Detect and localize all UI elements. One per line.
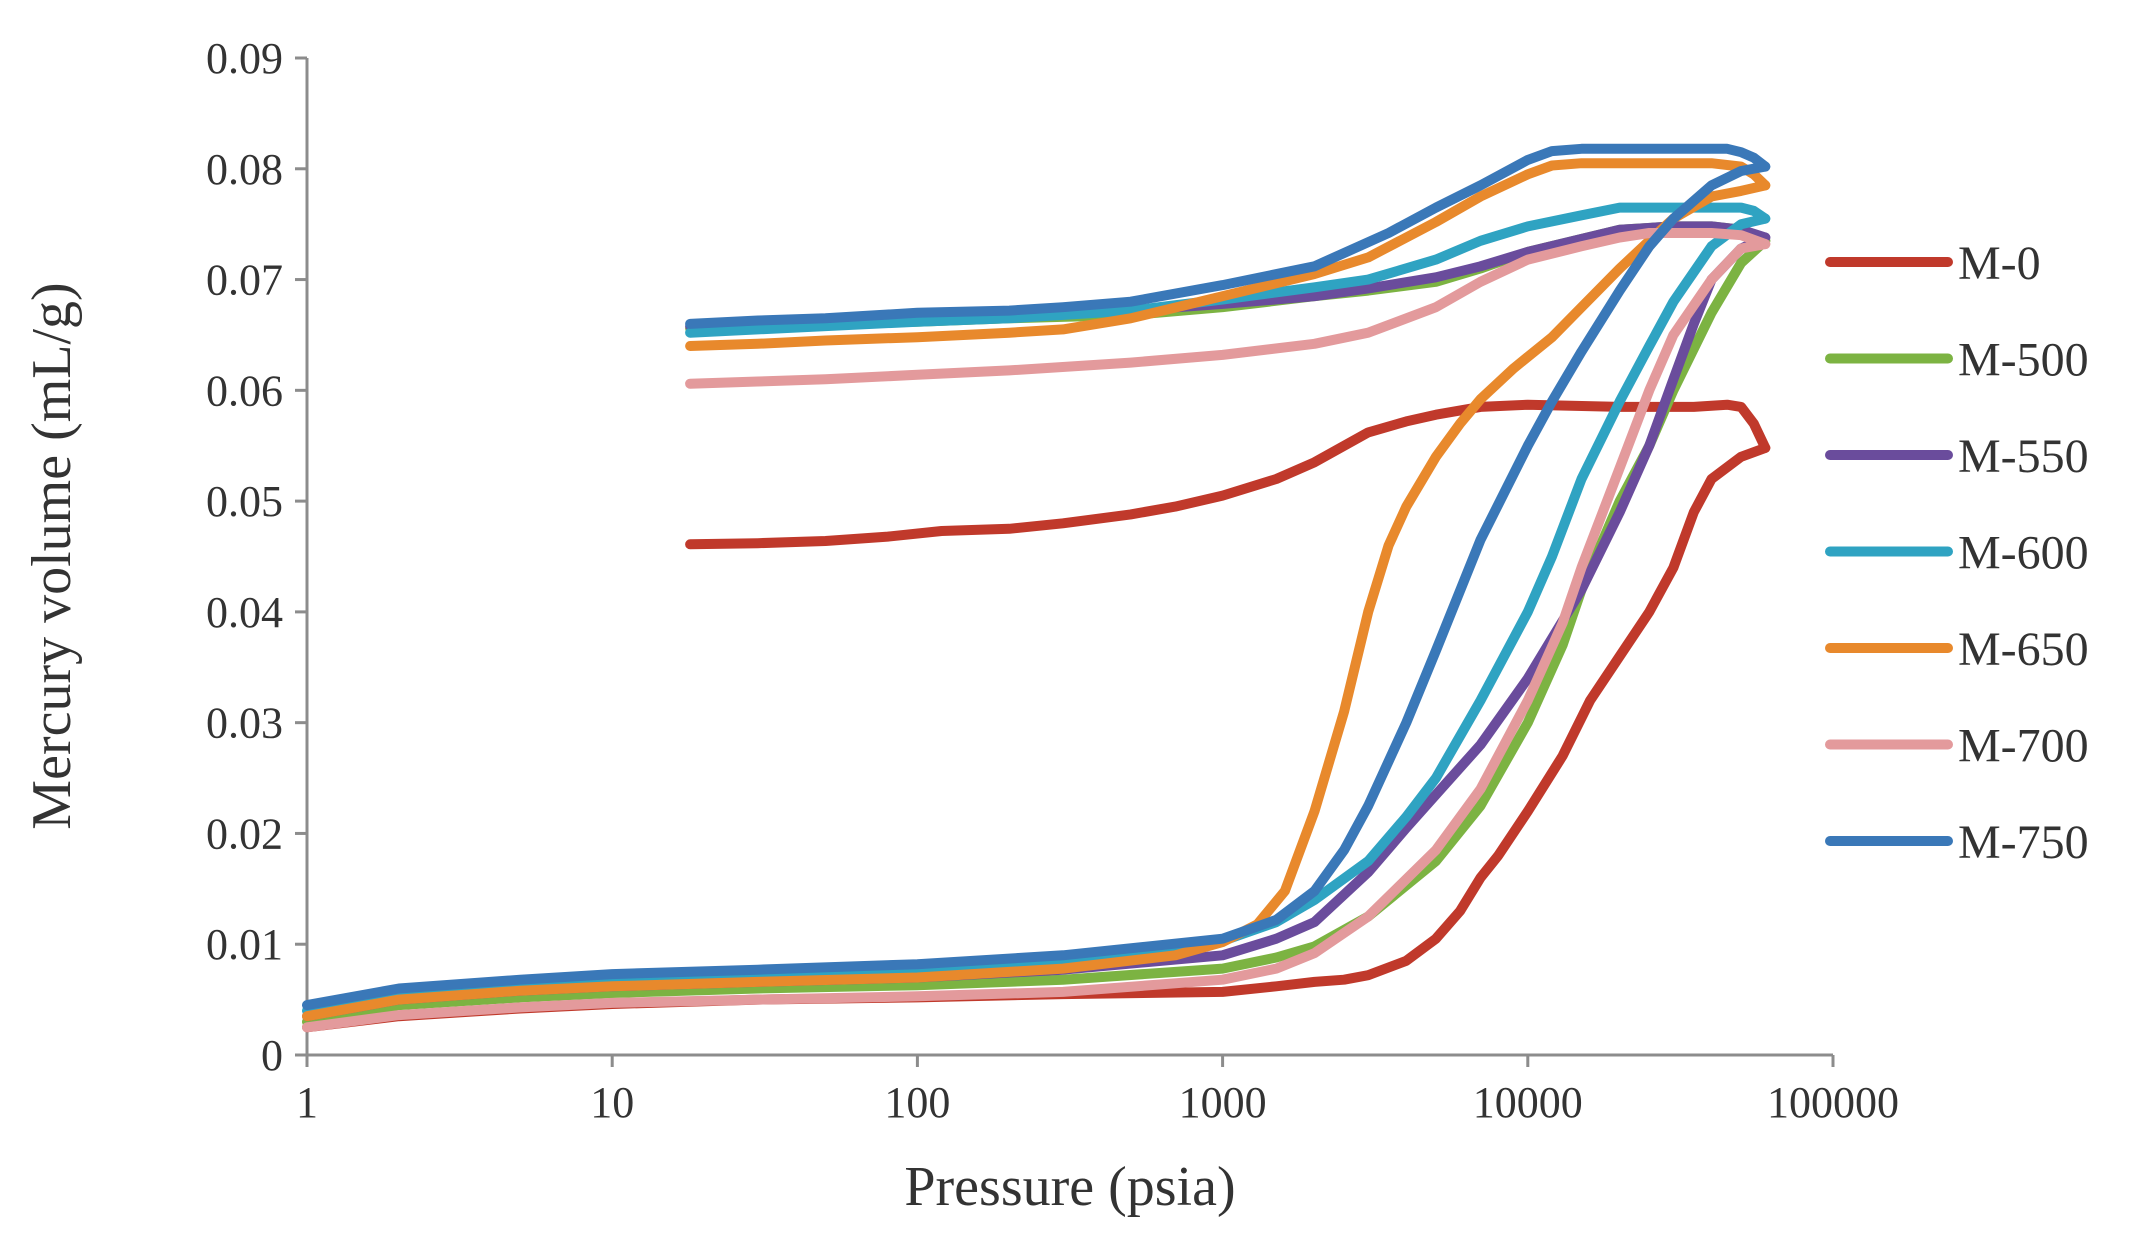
x-ticks: 1 10 100 1000 10000 100000 (296, 1055, 1899, 1127)
series-line-extrusion (685, 158, 1771, 351)
series-line-extrusion (685, 202, 1771, 338)
legend-label: M-0 (1958, 237, 2041, 290)
series-line-extrusion (685, 228, 1771, 389)
series-line-intrusion (302, 239, 1771, 1033)
y-tick-label: 0.02 (206, 809, 283, 858)
series-line-extrusion (685, 143, 1771, 329)
legend-item: M-650 (1825, 623, 2089, 676)
legend-label: M-650 (1958, 623, 2089, 676)
y-tick-label: 0.08 (206, 145, 283, 194)
y-ticks: 0 0.01 0.02 0.03 0.04 0.05 0.06 0.07 0.08 0.09 (206, 34, 307, 1080)
series-line-intrusion (302, 235, 1771, 1027)
series-line-intrusion (302, 161, 1771, 1011)
series-m-750 (302, 143, 1771, 1011)
series-line-extrusion (685, 399, 1771, 550)
series-line-intrusion (302, 232, 1771, 1022)
x-tick-label: 10000 (1473, 1078, 1583, 1127)
series-line-intrusion (302, 180, 1771, 1022)
series-m-0 (302, 399, 1771, 1033)
y-axis-title: Mercury volume (mL/g) (21, 282, 83, 829)
legend: M-0 M-500 M-550 M-600 M-650 M-700 M-750 (1825, 237, 2089, 869)
series-line-intrusion (302, 442, 1771, 1033)
x-tick-label: 100000 (1767, 1078, 1899, 1127)
series-line-intrusion (302, 213, 1771, 1016)
legend-item: M-700 (1825, 720, 2089, 773)
legend-item: M-550 (1825, 430, 2089, 483)
legend-label: M-500 (1958, 334, 2089, 387)
y-tick-label: 0.03 (206, 699, 283, 748)
x-tick-label: 10 (590, 1078, 634, 1127)
series-layer (302, 143, 1771, 1033)
series-m-700 (302, 228, 1771, 1033)
legend-item: M-600 (1825, 527, 2089, 580)
legend-item: M-750 (1825, 816, 2089, 869)
y-tick-label: 0.06 (206, 366, 283, 415)
series-m-600 (302, 202, 1771, 1016)
y-tick-label: 0.09 (206, 34, 283, 83)
y-tick-label: 0 (261, 1031, 283, 1080)
legend-label: M-600 (1958, 527, 2089, 580)
y-tick-label: 0.07 (206, 256, 283, 305)
y-tick-label: 0.05 (206, 477, 283, 526)
x-tick-label: 1 (296, 1078, 318, 1127)
x-tick-label: 1000 (1179, 1078, 1267, 1127)
x-tick-label: 100 (884, 1078, 950, 1127)
legend-item: M-0 (1825, 237, 2041, 290)
y-tick-label: 0.04 (206, 588, 283, 637)
series-m-650 (302, 158, 1771, 1022)
legend-label: M-750 (1958, 816, 2089, 869)
x-axis-title: Pressure (psia) (904, 1156, 1235, 1218)
y-tick-label: 0.01 (206, 920, 283, 969)
legend-item: M-500 (1825, 334, 2089, 387)
legend-label: M-700 (1958, 720, 2089, 773)
legend-label: M-550 (1958, 430, 2089, 483)
